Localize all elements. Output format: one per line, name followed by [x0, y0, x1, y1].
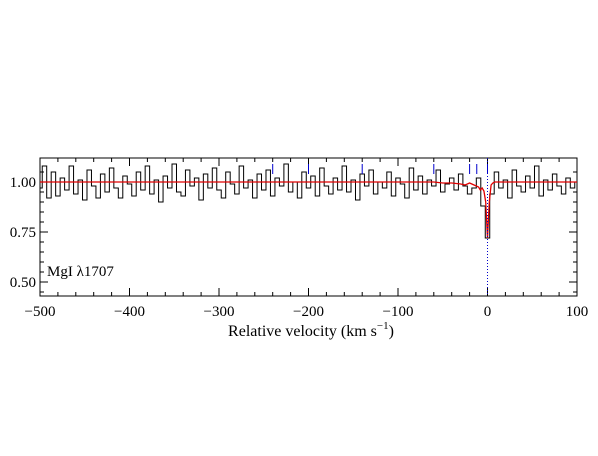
x-axis-label: Relative velocity (km s−1): [228, 320, 394, 340]
axes-box: [39, 157, 578, 297]
x-tick-label: −100: [383, 304, 414, 320]
y-tick-label: 1.00: [10, 175, 36, 191]
annotation-layer: [272, 158, 488, 296]
y-tick-label: 0.75: [10, 225, 36, 241]
x-tick-label: −400: [114, 304, 145, 320]
plot-frame: −500 −400 −300 −200 −100 0 100 0.50 0.75 1.00: [10, 157, 589, 320]
x-axis-label-main: Relative velocity (km s: [228, 323, 377, 340]
x-tick-label: −500: [25, 304, 56, 320]
y-tick-label: 0.50: [10, 275, 36, 291]
panel-label: MgI λ1707: [47, 264, 114, 280]
series-layer: [40, 163, 577, 239]
x-tick-label: −200: [293, 304, 324, 320]
x-tick-label: −300: [204, 304, 235, 320]
x-axis-label-superscript: −1: [377, 320, 389, 332]
x-axis-label-suffix: ): [389, 323, 394, 340]
model-fit-line: [40, 181, 577, 239]
x-tick-label: 100: [566, 304, 589, 320]
x-tick-label: 0: [484, 304, 492, 320]
flux-step-line: [40, 163, 577, 239]
